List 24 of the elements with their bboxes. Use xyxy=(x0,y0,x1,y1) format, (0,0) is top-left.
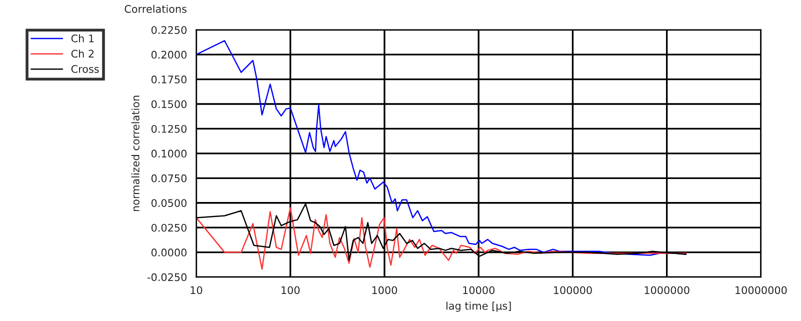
y-tick-label: 0.1750 xyxy=(151,76,187,84)
y-tick-label: 0.1500 xyxy=(151,100,187,108)
x-axis-title: lag time [µs] xyxy=(446,302,511,312)
x-tick-label: 100000 xyxy=(554,286,592,294)
legend-label: Cross xyxy=(71,65,99,73)
y-tick-label: 0.0500 xyxy=(151,199,187,207)
chart-title: Correlations xyxy=(124,4,187,13)
y-tick-label: 0.0000 xyxy=(151,248,187,256)
legend-label: Ch 1 xyxy=(71,34,94,42)
legend-label: Ch 2 xyxy=(71,50,94,58)
y-tick-label: 0.0750 xyxy=(151,174,187,182)
y-axis-title: normalized correlation xyxy=(131,96,140,212)
x-tick-label: 1000 xyxy=(372,286,398,294)
x-tick-label: 10000 xyxy=(463,286,494,294)
y-tick-label: 0.2250 xyxy=(151,26,187,34)
y-tick-label: 0.1250 xyxy=(151,124,187,133)
x-tick-label: 100 xyxy=(282,286,300,294)
y-tick-label: 0.2000 xyxy=(151,50,187,59)
x-tick-label: 10000000 xyxy=(736,286,787,294)
x-tick-label: 10 xyxy=(190,286,202,294)
x-tick-label: 1000000 xyxy=(644,286,690,294)
y-tick-label: -0.0250 xyxy=(148,273,187,282)
y-tick-label: 0.0250 xyxy=(151,224,187,232)
y-tick-label: 0.1000 xyxy=(151,150,187,158)
